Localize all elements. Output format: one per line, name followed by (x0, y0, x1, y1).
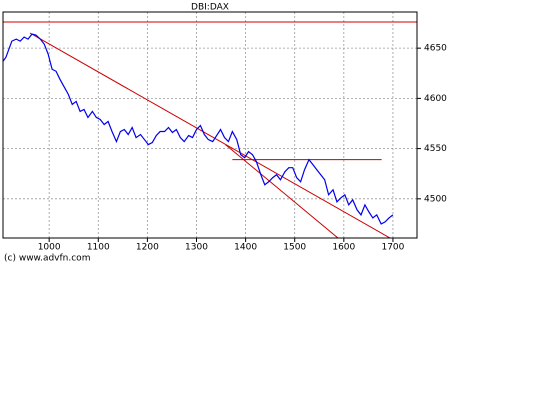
y-tick-label: 4550 (424, 144, 447, 154)
plot-area (3, 12, 417, 238)
x-tick-label: 1100 (87, 243, 110, 253)
x-tick-label: 1300 (185, 243, 208, 253)
trend-line (29, 32, 391, 238)
y-tick-label: 4500 (424, 194, 447, 204)
x-tick-label: 1200 (136, 243, 159, 253)
x-tick-label: 1500 (283, 243, 306, 253)
x-tick-label: 1700 (381, 243, 404, 253)
y-tick-label: 4600 (424, 94, 447, 104)
plot-frame (2, 11, 418, 239)
price-line (3, 33, 394, 225)
y-tick-label: 4650 (424, 44, 447, 54)
x-tick-label: 1400 (234, 243, 257, 253)
credit: (c) www.advfn.com (4, 254, 90, 264)
chart-title: DBI:DAX (191, 3, 229, 13)
trend-line (225, 144, 339, 238)
x-tick-label: 1000 (38, 243, 61, 253)
x-tick-label: 1600 (332, 243, 355, 253)
